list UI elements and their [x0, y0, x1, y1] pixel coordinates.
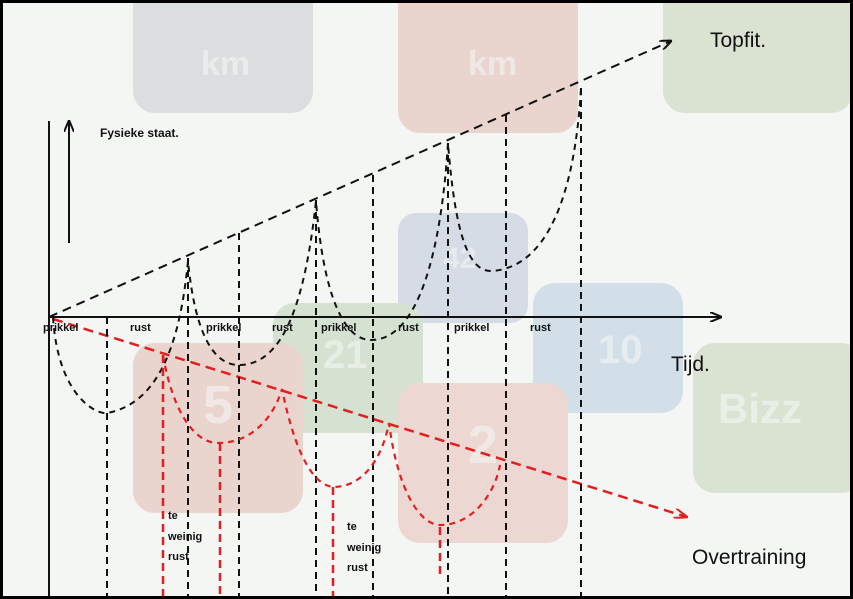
bg-tile-label: Bizz	[718, 385, 802, 432]
bg-tile	[398, 383, 568, 543]
note-line: weinig	[167, 531, 202, 543]
phase-label: prikkel	[321, 322, 356, 334]
phase-label: rust	[530, 322, 551, 334]
phase-label: prikkel	[43, 322, 78, 334]
bg-tile-label: 21	[323, 333, 368, 377]
bg-tile-label: 10	[598, 328, 643, 372]
y-axis-label: Fysieke staat.	[100, 126, 179, 140]
note-too-little-rest-2: te weinig rust	[346, 521, 381, 574]
note-line: rust	[168, 551, 189, 563]
bg-tile-label: km	[468, 45, 517, 83]
phase-label: rust	[272, 322, 293, 334]
overtraining-label: Overtraining	[692, 546, 806, 569]
red-verticals	[161, 355, 442, 596]
background-tiles: km km 42 21 10 5 2 Bizz	[133, 3, 850, 543]
bg-tile	[273, 303, 423, 433]
note-line: te	[168, 510, 178, 522]
bg-tile-label: 2	[468, 415, 498, 475]
training-diagram: km km 42 21 10 5 2 Bizz Fysieke staat. T…	[43, 3, 850, 596]
bg-tile	[533, 283, 683, 413]
bg-tile-label: 5	[203, 375, 233, 435]
note-line: te	[347, 521, 357, 533]
x-axis-label: Tijd.	[671, 353, 710, 376]
bg-tile	[398, 213, 528, 323]
phase-label: prikkel	[206, 322, 241, 334]
phase-label: rust	[398, 322, 419, 334]
phase-label: rust	[130, 322, 151, 334]
bg-tile-label: km	[201, 45, 250, 83]
bg-tile	[663, 3, 850, 113]
bg-tile	[398, 3, 578, 133]
supercompensation-curve	[52, 87, 582, 415]
topfit-trend-line	[48, 41, 671, 318]
bg-tile	[693, 343, 850, 493]
topfit-label: Topfit.	[710, 29, 766, 52]
bg-tile	[133, 343, 303, 513]
black-verticals	[106, 88, 582, 596]
phase-label: prikkel	[454, 322, 489, 334]
phase-labels: prikkel rust prikkel rust prikkel rust p…	[43, 322, 551, 334]
note-line: rust	[347, 562, 368, 574]
bg-tile	[133, 3, 313, 113]
note-line: weinig	[346, 542, 381, 554]
overtraining-curve	[161, 354, 502, 527]
note-too-little-rest-1: te weinig rust	[167, 510, 202, 563]
